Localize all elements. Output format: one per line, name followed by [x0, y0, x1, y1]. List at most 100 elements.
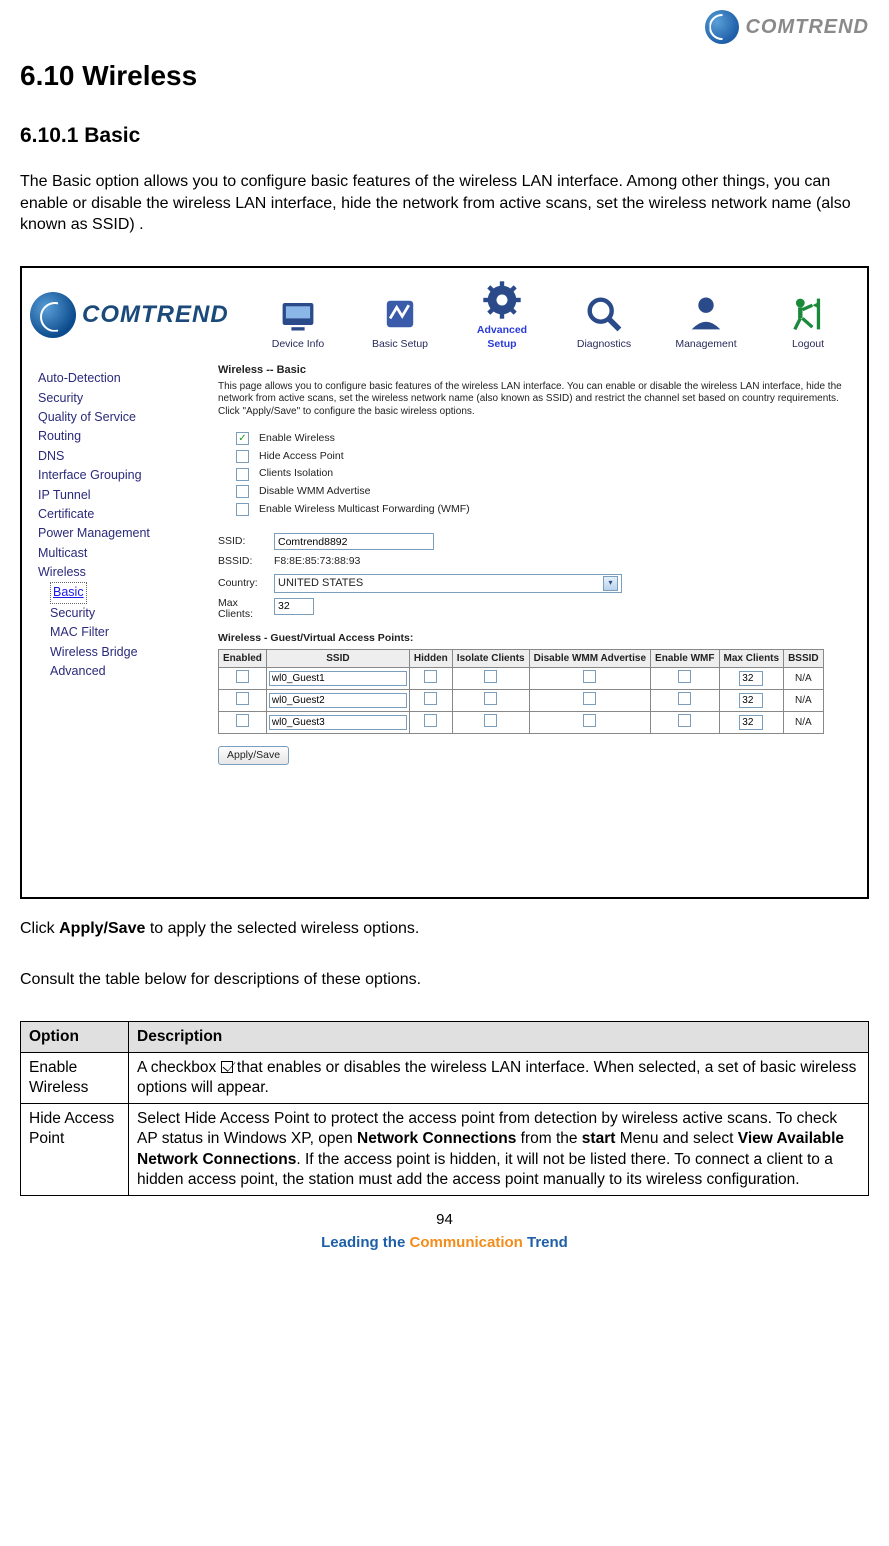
sidebar-item-dns[interactable]: DNS: [38, 447, 196, 466]
vap-row: N/A: [219, 711, 824, 733]
vap-row: N/A: [219, 689, 824, 711]
checkbox-row: ✓Enable Wireless: [236, 432, 859, 446]
sidebar-item-security[interactable]: Security: [38, 389, 196, 408]
footer-tagline: Leading the Communication Trend: [20, 1233, 869, 1253]
checkbox[interactable]: [236, 692, 249, 705]
panel-title: Wireless -- Basic: [218, 363, 859, 377]
checkbox[interactable]: [236, 450, 249, 463]
sidebar-item-routing[interactable]: Routing: [38, 427, 196, 446]
nav-icon: [582, 292, 626, 336]
consult-instruction: Consult the table below for descriptions…: [20, 970, 869, 991]
desc-hide-ap: Select Hide Access Point to protect the …: [129, 1104, 869, 1196]
subsection-heading: 6.10.1 Basic: [20, 122, 869, 149]
nav-device-info[interactable]: Device Info: [259, 292, 337, 352]
vap-header: Isolate Clients: [452, 649, 529, 667]
nav-icon: [786, 292, 830, 336]
checkbox[interactable]: [236, 714, 249, 727]
nav-icon: [480, 278, 524, 322]
vap-header: Hidden: [409, 649, 452, 667]
sidebar-item-wireless[interactable]: Wireless: [38, 563, 196, 582]
checkbox[interactable]: [583, 670, 596, 683]
checkbox[interactable]: [236, 503, 249, 516]
router-ui-screenshot: COMTREND Device Info Basic Setup Advanced …: [20, 266, 869, 899]
nav-basic-setup[interactable]: Basic Setup: [361, 292, 439, 352]
sidebar-item-auto-detection[interactable]: Auto-Detection: [38, 369, 196, 388]
brand-name: COMTREND: [745, 14, 869, 40]
nav-management[interactable]: Management: [667, 292, 745, 352]
vap-header: BSSID: [784, 649, 824, 667]
nav-icon: [276, 292, 320, 336]
sidebar-item-wireless-bridge[interactable]: Wireless Bridge: [50, 643, 196, 662]
vap-max-input[interactable]: [739, 693, 763, 708]
checkbox-row: Enable Wireless Multicast Forwarding (WM…: [236, 503, 859, 517]
checkbox[interactable]: [678, 670, 691, 683]
sidebar-item-mac-filter[interactable]: MAC Filter: [50, 623, 196, 642]
ssid-input[interactable]: [274, 533, 434, 550]
opt-hide-ap: Hide Access Point: [21, 1104, 129, 1196]
checkbox[interactable]: [484, 692, 497, 705]
checkbox[interactable]: [678, 692, 691, 705]
checkbox[interactable]: [583, 714, 596, 727]
checkbox[interactable]: [424, 692, 437, 705]
chevron-down-icon: ▾: [603, 576, 618, 591]
vap-ssid-input[interactable]: [269, 671, 407, 686]
vap-max-input[interactable]: [739, 715, 763, 730]
sidebar-item-interface-grouping[interactable]: Interface Grouping: [38, 466, 196, 485]
page-footer: 94 Leading the Communication Trend: [20, 1210, 869, 1253]
vap-header: Enable WMF: [651, 649, 719, 667]
sidebar-item-advanced[interactable]: Advanced: [50, 662, 196, 681]
page-number: 94: [20, 1210, 869, 1230]
nav-icon: [684, 292, 728, 336]
opt-enable-wireless: Enable Wireless: [21, 1052, 129, 1103]
checkbox[interactable]: [236, 485, 249, 498]
nav-diagnostics[interactable]: Diagnostics: [565, 292, 643, 352]
intro-paragraph: The Basic option allows you to configure…: [20, 171, 869, 236]
checkbox[interactable]: [484, 714, 497, 727]
checkbox[interactable]: [236, 670, 249, 683]
sidebar-item-ip-tunnel[interactable]: IP Tunnel: [38, 486, 196, 505]
sidebar-item-power-management[interactable]: Power Management: [38, 524, 196, 543]
maxclients-input[interactable]: [274, 598, 314, 615]
vap-header: Enabled: [219, 649, 267, 667]
nav-icon: [378, 292, 422, 336]
checkbox[interactable]: [678, 714, 691, 727]
vap-header: Disable WMM Advertise: [529, 649, 650, 667]
col-option: Option: [21, 1021, 129, 1052]
sidebar-item-multicast[interactable]: Multicast: [38, 544, 196, 563]
sidebar-item-security[interactable]: Security: [50, 604, 196, 623]
vap-ssid-input[interactable]: [269, 715, 407, 730]
sidebar-item-basic[interactable]: Basic: [50, 582, 196, 603]
checkbox[interactable]: [484, 670, 497, 683]
checkbox[interactable]: [424, 714, 437, 727]
nav-advanced-setup[interactable]: Advanced Setup: [463, 278, 541, 351]
checkbox[interactable]: [424, 670, 437, 683]
vap-max-input[interactable]: [739, 671, 763, 686]
checkbox-row: Disable WMM Advertise: [236, 485, 859, 499]
main-panel: Wireless -- Basic This page allows you t…: [218, 363, 859, 883]
options-description-table: Option Description Enable Wireless A che…: [20, 1021, 869, 1196]
sidebar-item-quality-of-service[interactable]: Quality of Service: [38, 408, 196, 427]
bssid-label: BSSID:: [218, 555, 264, 569]
panel-description: This page allows you to configure basic …: [218, 381, 858, 419]
sidebar-item-certificate[interactable]: Certificate: [38, 505, 196, 524]
checkbox-row: Hide Access Point: [236, 450, 859, 464]
vap-ssid-input[interactable]: [269, 693, 407, 708]
vap-row: N/A: [219, 667, 824, 689]
col-description: Description: [129, 1021, 869, 1052]
nav-logout[interactable]: Logout: [769, 292, 847, 352]
section-heading: 6.10 Wireless: [20, 58, 869, 94]
apply-save-button[interactable]: Apply/Save: [218, 746, 289, 766]
screenshot-logo: COMTREND: [30, 292, 229, 338]
top-nav: Device Info Basic Setup Advanced Setup Diag…: [259, 278, 847, 351]
checkbox[interactable]: ✓: [236, 432, 249, 445]
comtrend-globe-icon: [705, 10, 739, 44]
bssid-value: F8:8E:85:73:88:93: [274, 555, 360, 569]
vap-header: SSID: [266, 649, 409, 667]
country-select[interactable]: UNITED STATES ▾: [274, 574, 622, 593]
sidebar: Auto-DetectionSecurityQuality of Service…: [38, 363, 196, 883]
checkbox[interactable]: [236, 468, 249, 481]
checkbox[interactable]: [583, 692, 596, 705]
checkbox-icon: [221, 1061, 233, 1073]
apply-instruction: Click Apply/Save to apply the selected w…: [20, 919, 869, 940]
ssid-label: SSID:: [218, 535, 264, 549]
